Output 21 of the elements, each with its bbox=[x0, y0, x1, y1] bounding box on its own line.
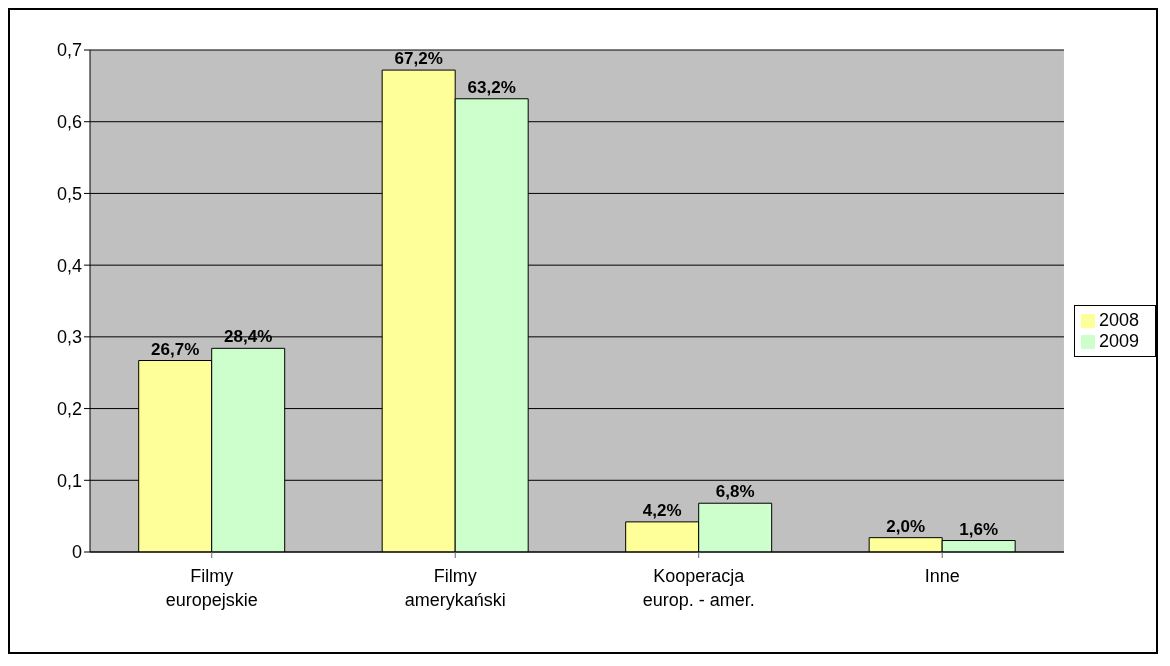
x-tick-label: Inne bbox=[924, 566, 960, 586]
data-label: 6,8% bbox=[715, 482, 755, 502]
data-label: 26,7% bbox=[151, 339, 200, 359]
data-label: 63,2% bbox=[467, 77, 516, 97]
y-tick-label: 0,2 bbox=[56, 398, 82, 419]
legend-label: 2008 bbox=[1098, 310, 1139, 330]
data-label: 1,6% bbox=[959, 519, 999, 539]
legend-label: 2009 bbox=[1098, 331, 1139, 351]
x-tick-label: Filmy amerykański bbox=[404, 566, 506, 610]
data-label: 4,2% bbox=[642, 500, 682, 520]
y-tick-label: 0,4 bbox=[56, 255, 82, 276]
y-tick-label: 0,1 bbox=[56, 470, 82, 491]
y-tick-label: 0 bbox=[71, 542, 82, 563]
data-label: 67,2% bbox=[394, 49, 443, 69]
x-tick-label: Kooperacja europ. - amer. bbox=[642, 566, 755, 610]
y-tick-label: 0,3 bbox=[56, 327, 82, 348]
y-tick-label: 0,5 bbox=[56, 183, 82, 204]
y-tick-label: 0,6 bbox=[56, 112, 82, 133]
data-label: 2,0% bbox=[886, 516, 926, 536]
y-tick-label: 0,7 bbox=[56, 40, 82, 61]
x-tick-label: Filmy europejskie bbox=[165, 566, 258, 610]
